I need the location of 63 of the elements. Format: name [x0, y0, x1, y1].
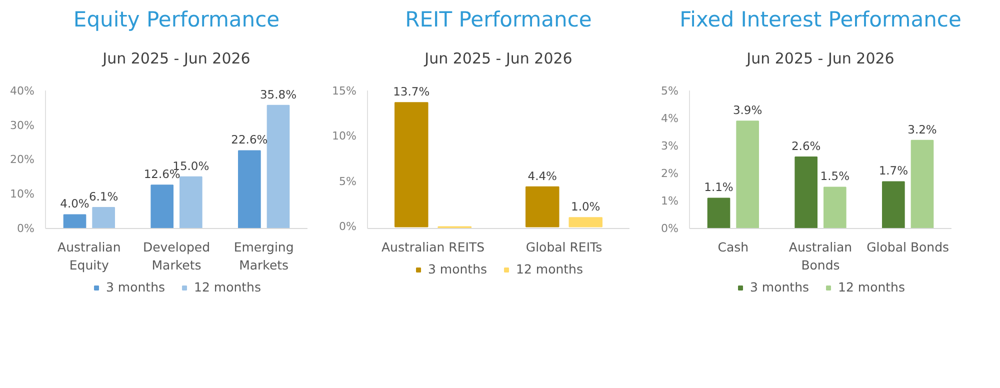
- chart-subtitle: Jun 2025 - Jun 2026: [746, 50, 894, 68]
- data-label: 3.2%: [908, 122, 937, 136]
- chart-title: REIT Performance: [405, 8, 592, 32]
- data-label: 4.4%: [528, 168, 558, 183]
- data-label: 1.7%: [878, 164, 908, 178]
- y-tick-label: 20%: [10, 153, 35, 166]
- x-tick-label: Developed Markets: [142, 240, 210, 272]
- legend-label: 12 months: [838, 280, 905, 294]
- data-label: 13.7%: [393, 84, 430, 99]
- legend-label: 3 months: [106, 280, 166, 294]
- chart-title: Fixed Interest Performance: [680, 8, 962, 32]
- bar: [736, 120, 759, 228]
- x-tick-label: Cash: [718, 240, 749, 254]
- data-label: 4.0%: [60, 196, 90, 211]
- legend-label: 12 months: [516, 262, 583, 276]
- bar: [526, 186, 560, 228]
- bar: [910, 140, 934, 228]
- legend-label: 3 months: [750, 280, 810, 294]
- bar: [707, 198, 730, 228]
- bar: [794, 156, 818, 228]
- y-tick-label: 5%: [339, 174, 356, 188]
- x-tick-label: Australian REITS: [381, 240, 485, 254]
- legend-label: 12 months: [194, 280, 261, 294]
- x-tick-label: Australian Bonds: [788, 240, 852, 272]
- data-label: 1.5%: [820, 169, 850, 184]
- data-label: 3.9%: [732, 103, 762, 118]
- chart-subtitle: Jun 2025 - Jun 2026: [424, 50, 572, 68]
- chart-subtitle: Jun 2025 - Jun 2026: [102, 50, 250, 68]
- chart-title: Equity Performance: [73, 8, 280, 32]
- x-tick-label: Global Bonds: [866, 240, 950, 254]
- bar: [823, 186, 846, 228]
- x-tick-label: Global REITs: [526, 240, 602, 254]
- data-label: 22.6%: [231, 132, 268, 147]
- y-tick-label: 40%: [10, 84, 35, 98]
- bar: [882, 181, 905, 228]
- y-tick-label: 30%: [10, 118, 35, 132]
- y-tick-label: 15%: [332, 84, 357, 98]
- data-label: 6.1%: [88, 190, 118, 204]
- bar: [394, 102, 428, 228]
- y-tick-label: 0%: [339, 220, 356, 234]
- y-tick-label: 0%: [661, 222, 678, 235]
- x-tick-label: Emerging Markets: [234, 240, 294, 272]
- data-label: 2.6%: [791, 138, 821, 153]
- bar: [92, 207, 115, 228]
- y-tick-label: 0%: [17, 222, 34, 235]
- bar: [179, 176, 202, 228]
- bar: [150, 184, 174, 228]
- bar: [266, 104, 290, 228]
- bar: [238, 150, 261, 228]
- y-tick-label: 1%: [661, 194, 678, 208]
- x-tick-label: Australian Equity: [58, 240, 121, 272]
- y-tick-label: 4%: [661, 112, 678, 125]
- legend-label: 3 months: [428, 262, 488, 276]
- y-tick-label: 3%: [661, 139, 678, 152]
- bar: [63, 214, 86, 228]
- y-tick-label: 5%: [661, 84, 678, 98]
- y-tick-label: 10%: [10, 188, 35, 201]
- bar: [568, 217, 602, 228]
- y-tick-label: 2%: [661, 166, 678, 180]
- y-tick-label: 10%: [332, 130, 357, 143]
- data-label: 1.0%: [571, 200, 600, 214]
- data-label: 1.1%: [704, 180, 734, 194]
- data-label: 35.8%: [260, 87, 297, 102]
